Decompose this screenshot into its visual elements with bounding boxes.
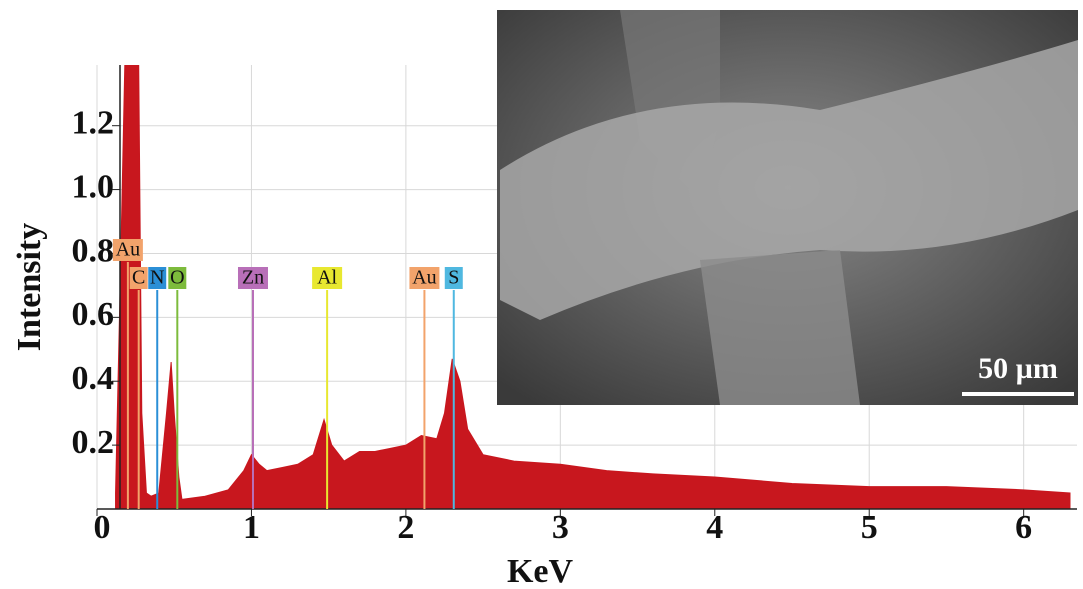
x-axis-label: KeV: [507, 553, 574, 589]
y-tick-label: 0.6: [72, 296, 115, 333]
element-tag-bg: [237, 267, 268, 289]
y-tick-label: 0.8: [72, 232, 115, 269]
element-tag-bg: [148, 267, 167, 289]
element-tag: N: [150, 267, 164, 289]
scale-bar: [962, 392, 1074, 396]
element-tag-bg: [168, 267, 187, 289]
x-tick-label: 3: [552, 509, 569, 546]
scale-bar-label: 50 µm: [978, 352, 1058, 385]
element-tag: C: [132, 267, 145, 289]
spectrum: [115, 65, 1071, 509]
x-tick-label: 5: [861, 509, 878, 546]
element-tag: Al: [317, 267, 337, 289]
y-axis-label: Intensity: [11, 223, 48, 351]
y-tick-label: 1.2: [72, 104, 115, 141]
element-tag-bg: [444, 267, 463, 289]
element-tag: O: [170, 267, 184, 289]
sem-fiber: [700, 250, 860, 405]
y-tick-label: 0.2: [72, 424, 115, 461]
element-tag-bg: [312, 267, 343, 289]
sem-inset: 50 µm: [497, 10, 1078, 405]
y-tick-label: 0.4: [72, 360, 115, 397]
x-tick-label: 1: [243, 509, 260, 546]
x-tick-label: 6: [1015, 509, 1032, 546]
sem-fiber: [500, 40, 1078, 320]
x-tick-label: 2: [397, 509, 414, 546]
element-tag: Au: [412, 267, 436, 289]
x-tick-label: 0: [94, 509, 111, 546]
element-tag-bg: [129, 267, 148, 289]
element-tag-bg: [112, 239, 143, 261]
y-tick-label: 1.0: [72, 168, 115, 205]
element-tag: Zn: [242, 267, 264, 289]
x-tick-label: 4: [706, 509, 723, 546]
element-tag: S: [448, 267, 459, 289]
element-tag-bg: [409, 267, 440, 289]
element-tag: Au: [116, 239, 140, 261]
